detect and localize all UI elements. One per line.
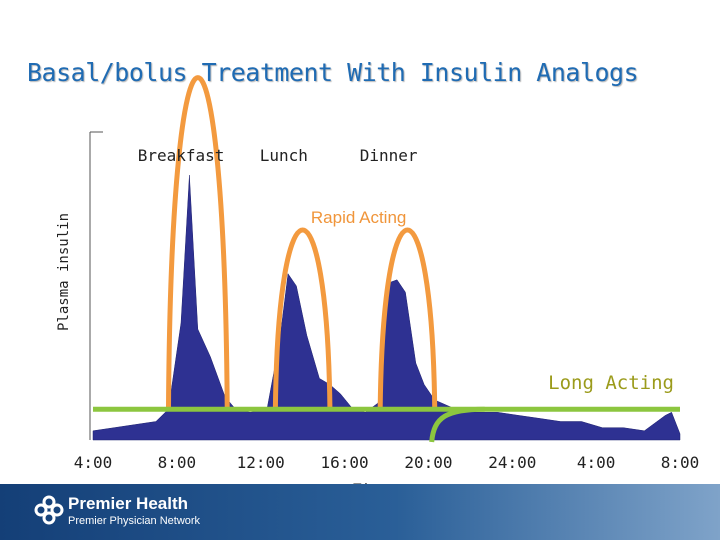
footer-bar: Premier Health Premier Physician Network	[0, 484, 720, 540]
premier-health-logo-icon	[34, 495, 64, 525]
rapid-acting-layer	[166, 75, 438, 410]
chart-text-layer: Breakfast Lunch Dinner Rapid Acting Long Act…	[56, 146, 699, 484]
footer-subtitle: Premier Physician Network	[68, 515, 201, 527]
meal-label-lunch: Lunch	[260, 146, 308, 165]
long-acting-layer	[93, 406, 680, 443]
y-axis-label: Plasma insulin	[56, 213, 72, 331]
x-tick-label: 20:00	[404, 453, 452, 472]
long-acting-onset-curve	[429, 406, 485, 443]
long-acting-label: Long Acting	[548, 372, 674, 394]
rapid-acting-curve-3	[377, 227, 438, 410]
meal-label-breakfast: Breakfast	[138, 146, 225, 165]
x-tick-label: 12:00	[237, 453, 285, 472]
x-tick-label: 16:00	[320, 453, 368, 472]
rapid-acting-label: Rapid Acting	[311, 208, 406, 227]
x-tick-label: 24:00	[488, 453, 536, 472]
footer-brand: Premier Health	[68, 494, 188, 513]
chart-axes	[89, 131, 103, 440]
x-axis-label: Time	[353, 482, 387, 484]
slide-title: Basal/bolus Treatment With Insulin Analo…	[27, 58, 639, 87]
x-tick-label: 8:00	[661, 453, 700, 472]
x-tick-label: 4:00	[577, 453, 616, 472]
insulin-chart: Breakfast Lunch Dinner Rapid Acting Long Act…	[56, 75, 699, 484]
rapid-acting-curve-2	[272, 227, 333, 410]
x-tick-label: 8:00	[158, 453, 197, 472]
rapid-acting-curve-1	[166, 75, 230, 410]
x-tick-label: 4:00	[74, 453, 113, 472]
meal-label-dinner: Dinner	[360, 146, 418, 165]
